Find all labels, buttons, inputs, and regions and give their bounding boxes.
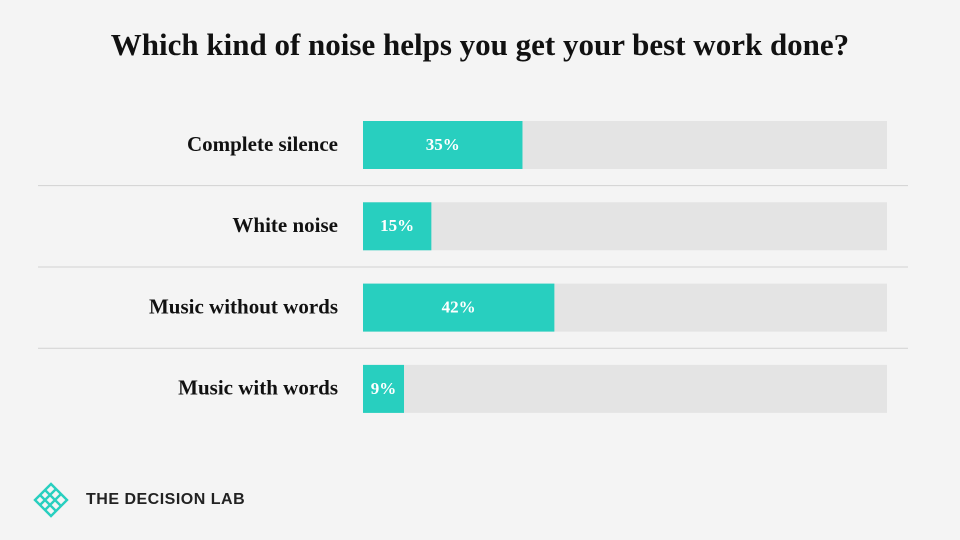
bar-track [363, 202, 887, 251]
logo-text: THE DECISION LAB [86, 491, 245, 508]
value-label: 42% [442, 298, 476, 317]
bar [363, 121, 523, 169]
category-label: Complete silence [187, 132, 338, 156]
value-label: 15% [380, 216, 414, 235]
bar [363, 202, 432, 251]
category-label: White noise [232, 213, 338, 237]
bar [363, 364, 405, 413]
logo-icon [33, 482, 69, 518]
value-label: 9% [371, 379, 397, 398]
chart-title: Which kind of noise helps you get your b… [111, 27, 849, 62]
category-label: Music with words [178, 376, 338, 400]
bar [363, 283, 555, 332]
category-label: Music without words [149, 294, 338, 318]
bar-track [363, 364, 887, 413]
value-label: 35% [426, 135, 460, 154]
